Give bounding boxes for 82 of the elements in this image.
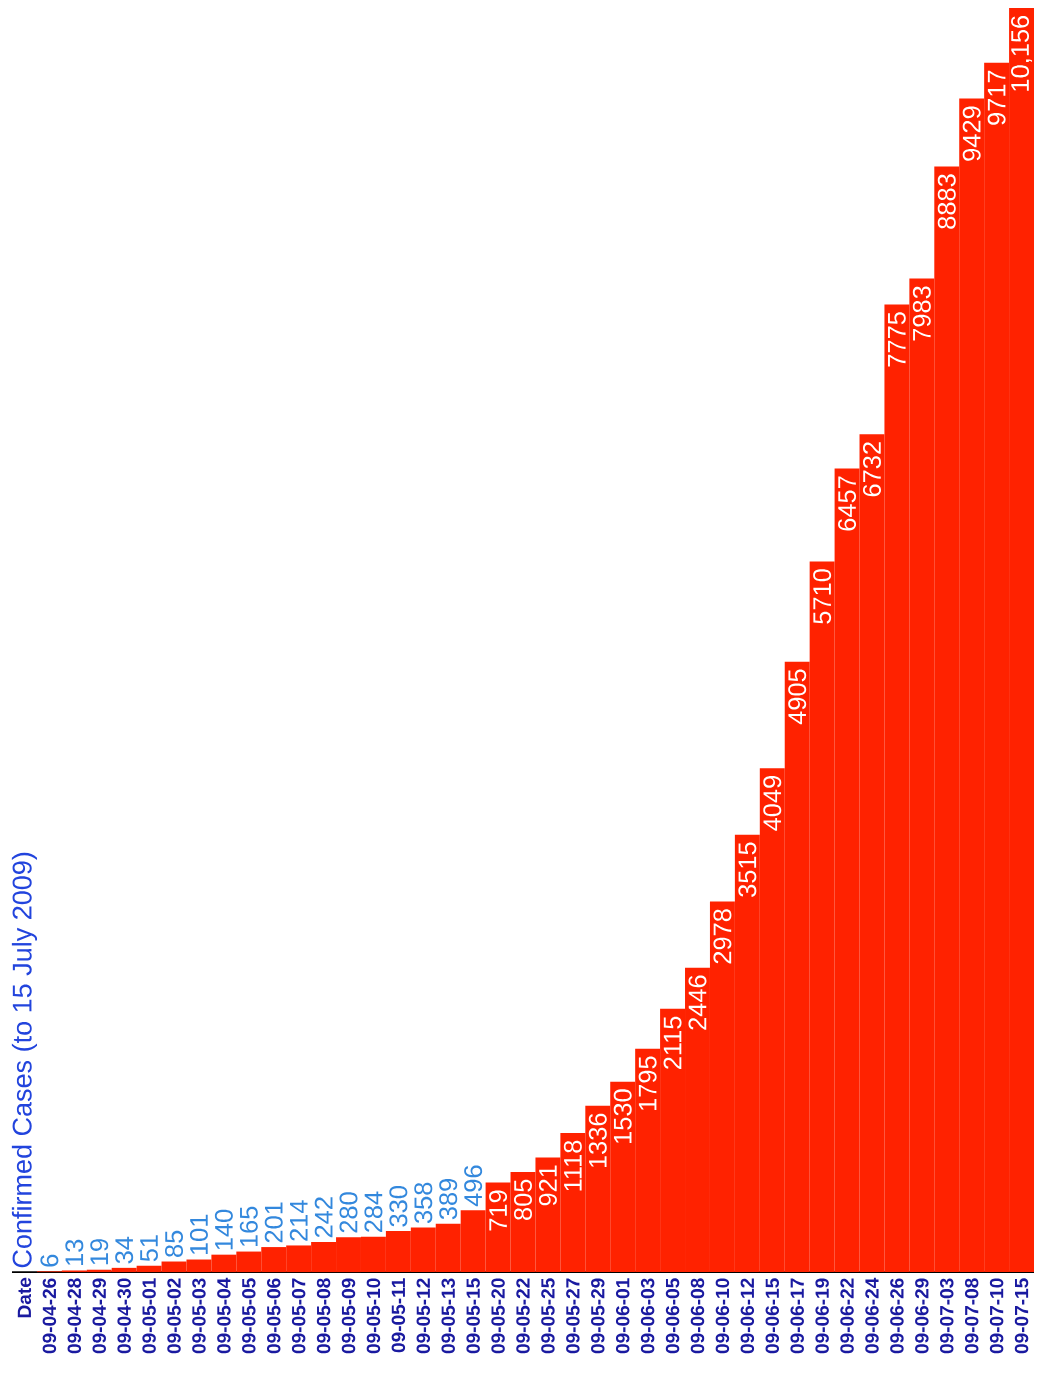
data-label: 4905 [788,669,807,725]
x-tick-label: 09-05-03 [192,1278,206,1354]
x-tick-label: 09-07-08 [964,1278,979,1354]
x-tick-label: 09-07-03 [939,1278,954,1354]
x-tick-label: 09-06-12 [740,1278,755,1354]
data-label: 496 [464,1165,483,1207]
text: Confirmed Cases (to 15 July 2009) [11,852,37,1268]
data-label: 1795 [638,1056,657,1110]
x-tick-label: 09-06-22 [840,1278,854,1354]
data-label: 7775 [887,312,906,367]
x-tick-label: 09-05-04 [217,1277,231,1354]
x-tick-label: 09-06-08 [690,1278,705,1354]
data-label: 9429 [962,106,981,161]
x-tick-label: 09-07-15 [1014,1278,1029,1354]
data-label: 214 [289,1200,308,1241]
x-tick-label: 09-05-15 [466,1278,480,1354]
data-label: 10,156 [1011,15,1032,91]
data-label: 1118 [563,1140,582,1191]
x-tick-label: 09-06-17 [790,1278,804,1354]
data-label: 165 [239,1206,258,1247]
data-label: 805 [513,1179,532,1220]
data-label: 3515 [738,842,757,897]
x-tick-label: 09-05-20 [491,1278,505,1354]
data-label: 5710 [813,569,832,624]
data-label: 284 [364,1191,383,1232]
x-tick-label: 09-06-26 [890,1278,904,1354]
x-tick-label: 09-07-10 [989,1278,1004,1354]
x-tick-label: 09-04-28 [67,1278,81,1354]
data-label: 330 [389,1186,408,1227]
data-label: 34 [115,1236,134,1264]
x-tick-label: 09-05-29 [590,1278,605,1354]
x-tick-label: 09-05-13 [441,1278,455,1354]
data-label: 7983 [912,286,931,341]
x-tick-label: 09-05-02 [167,1278,181,1354]
x-tick-label: 09-06-01 [615,1278,630,1354]
x-tick-label: 09-05-22 [516,1278,530,1354]
data-label: 1530 [613,1089,632,1143]
data-label: 13 [65,1239,84,1266]
x-tick-label: 09-06-05 [665,1278,680,1354]
data-label: 280 [339,1192,358,1233]
data-label: 8883 [937,174,956,229]
x-tick-label: 09-06-29 [915,1278,929,1354]
x-tick-label: 09-05-09 [341,1278,356,1354]
data-label: 140 [214,1209,233,1250]
data-label: 358 [414,1182,433,1224]
x-tick-label: 09-05-25 [541,1278,555,1354]
x-tick-label: 09-05-11 [391,1278,406,1353]
x-tick-label: 09-05-05 [242,1278,256,1354]
data-label: 242 [314,1197,333,1238]
x-tick-label: 09-04-30 [117,1278,131,1354]
x-tick-label: 09-04-29 [92,1278,106,1354]
data-label: 1336 [588,1113,607,1168]
data-label: 6732 [862,442,881,497]
x-tick-label: 09-05-07 [291,1278,306,1354]
data-label: 9717 [987,70,1006,125]
data-label: 719 [489,1190,508,1231]
x-tick-label: 09-06-03 [640,1278,655,1354]
data-label: 51 [140,1235,158,1262]
x-tick-label: 09-05-08 [316,1278,331,1354]
x-tick-label: 09-06-10 [715,1278,730,1354]
data-label: 101 [189,1214,208,1255]
x-tick-label: 09-04-26 [42,1278,57,1354]
data-label: 2115 [663,1016,682,1069]
x-tick-label: 09-06-19 [815,1278,829,1354]
data-label: 4049 [763,776,782,831]
data-label: 85 [164,1230,183,1257]
text: Date [17,1277,32,1318]
data-label: 6457 [838,476,857,531]
x-tick-label: 09-06-15 [765,1278,779,1354]
x-tick-label: 09-05-06 [266,1278,281,1354]
x-tick-label: 09-06-24 [865,1277,879,1354]
data-label: 389 [439,1178,458,1220]
x-tick-label: 09-05-27 [566,1278,580,1354]
data-label: 201 [264,1202,283,1243]
x-tick-label: 09-05-01 [142,1278,156,1354]
data-label: 2446 [688,975,707,1030]
data-label: 921 [538,1165,557,1206]
data-label: 2978 [713,909,732,964]
x-tick-label: 09-05-12 [416,1278,430,1354]
data-label: 19 [90,1239,109,1265]
x-tick-label: 09-05-10 [366,1278,381,1354]
data-label: 6 [40,1254,59,1267]
